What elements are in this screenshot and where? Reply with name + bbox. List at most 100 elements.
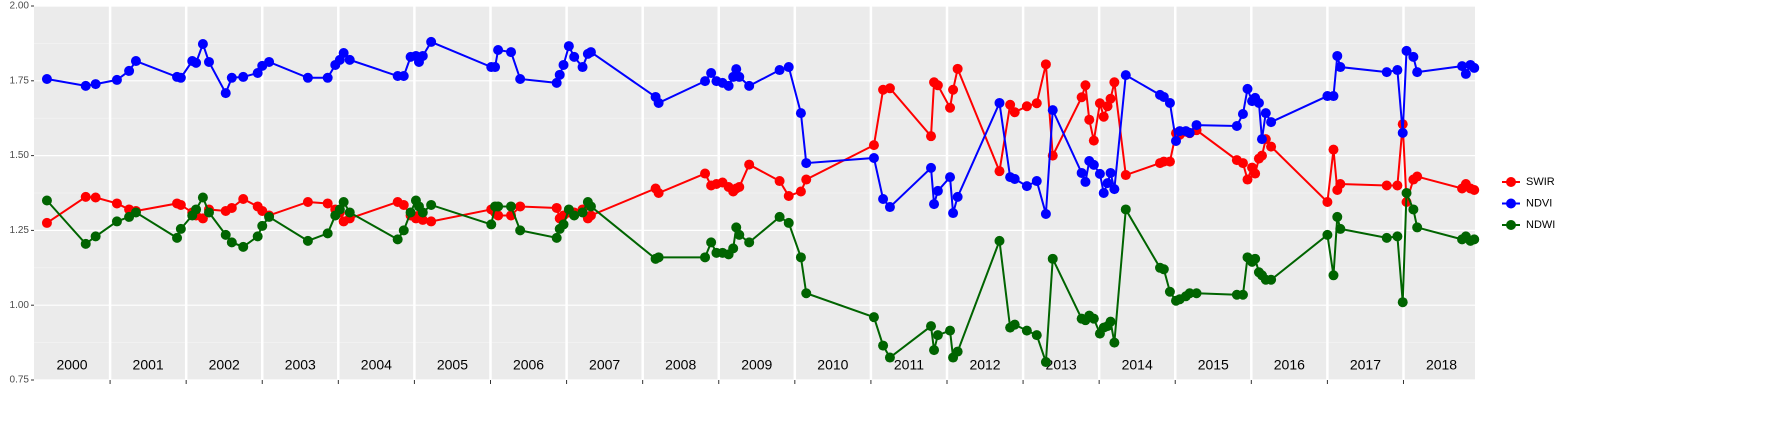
data-point (111, 74, 122, 85)
year-label: 2015 (1198, 357, 1229, 373)
data-point (551, 232, 562, 243)
data-point (1184, 288, 1195, 299)
data-point (744, 159, 755, 170)
data-point (945, 325, 956, 336)
data-point (1021, 101, 1032, 112)
data-point (486, 219, 497, 230)
data-point (1381, 67, 1392, 78)
data-point (1408, 51, 1419, 62)
data-point (1040, 357, 1051, 368)
data-point (1401, 188, 1412, 198)
data-point (90, 192, 101, 203)
legend-label: SWIR (1526, 176, 1555, 188)
data-point (257, 220, 268, 231)
data-point (506, 47, 517, 58)
data-point (1084, 114, 1095, 125)
data-point (515, 201, 526, 212)
data-point (302, 235, 313, 246)
data-point (264, 211, 275, 222)
data-point (264, 56, 275, 67)
data-point (1256, 134, 1267, 145)
legend-marker (1506, 177, 1516, 187)
data-point (417, 50, 428, 61)
data-point (1266, 117, 1277, 128)
data-point (700, 76, 711, 87)
data-point (252, 231, 263, 242)
data-point (945, 172, 956, 183)
data-point (1266, 274, 1277, 285)
data-point (426, 36, 437, 47)
legend-marker (1506, 198, 1516, 209)
data-point (868, 152, 879, 163)
data-point (801, 158, 812, 169)
data-point (1460, 68, 1471, 79)
data-point (744, 237, 755, 248)
data-point (868, 140, 879, 151)
data-point (1120, 204, 1131, 215)
data-point (1250, 168, 1261, 179)
data-point (175, 199, 186, 210)
data-point (1237, 109, 1248, 120)
data-point (1120, 70, 1131, 81)
y-tick-label: 1.00 (10, 300, 30, 311)
data-point (932, 80, 943, 91)
year-label: 2011 (894, 357, 924, 373)
data-point (1231, 120, 1242, 131)
data-point (252, 68, 263, 79)
data-point (493, 44, 504, 55)
data-point (1332, 50, 1343, 61)
data-point (322, 228, 333, 239)
data-point (1080, 176, 1091, 187)
data-point (426, 199, 437, 210)
data-point (1397, 127, 1408, 138)
year-label: 2000 (56, 357, 87, 373)
year-label: 2001 (133, 357, 164, 373)
data-point (926, 131, 937, 142)
data-point (1076, 167, 1087, 178)
data-point (197, 192, 208, 203)
data-point (1088, 159, 1099, 170)
data-point (1237, 158, 1248, 169)
data-point (563, 41, 574, 52)
data-point (172, 232, 183, 243)
data-point (1260, 108, 1271, 119)
data-point (706, 68, 717, 79)
data-point (878, 193, 889, 204)
data-point (783, 217, 794, 228)
data-point (653, 97, 664, 108)
year-label: 2003 (285, 357, 316, 373)
year-label: 2006 (513, 357, 544, 373)
data-point (577, 207, 588, 218)
data-point (795, 186, 806, 197)
data-point (554, 69, 565, 80)
data-point (884, 202, 895, 213)
data-point (1469, 234, 1480, 245)
data-point (417, 207, 428, 218)
data-point (1457, 61, 1468, 72)
data-point (203, 56, 214, 67)
data-point (1094, 98, 1105, 109)
data-point (731, 64, 742, 75)
data-point (90, 79, 101, 90)
legend-marker (1506, 220, 1516, 230)
data-point (1076, 92, 1087, 103)
year-label: 2018 (1426, 357, 1457, 373)
data-point (238, 193, 249, 204)
data-point (1102, 101, 1113, 112)
data-point (1031, 176, 1042, 187)
data-point (795, 108, 806, 119)
y-tick-label: 0.75 (10, 375, 30, 386)
year-label: 2017 (1350, 357, 1381, 373)
data-point (884, 352, 895, 363)
data-point (338, 196, 349, 207)
data-point (1109, 184, 1120, 195)
y-tick-label: 1.75 (10, 75, 30, 86)
data-point (515, 225, 526, 236)
data-point (1250, 253, 1261, 264)
data-point (1009, 319, 1020, 330)
data-point (238, 71, 249, 82)
data-point (774, 211, 785, 222)
data-point (197, 38, 208, 49)
data-point (1191, 288, 1202, 299)
data-point (1335, 179, 1346, 190)
